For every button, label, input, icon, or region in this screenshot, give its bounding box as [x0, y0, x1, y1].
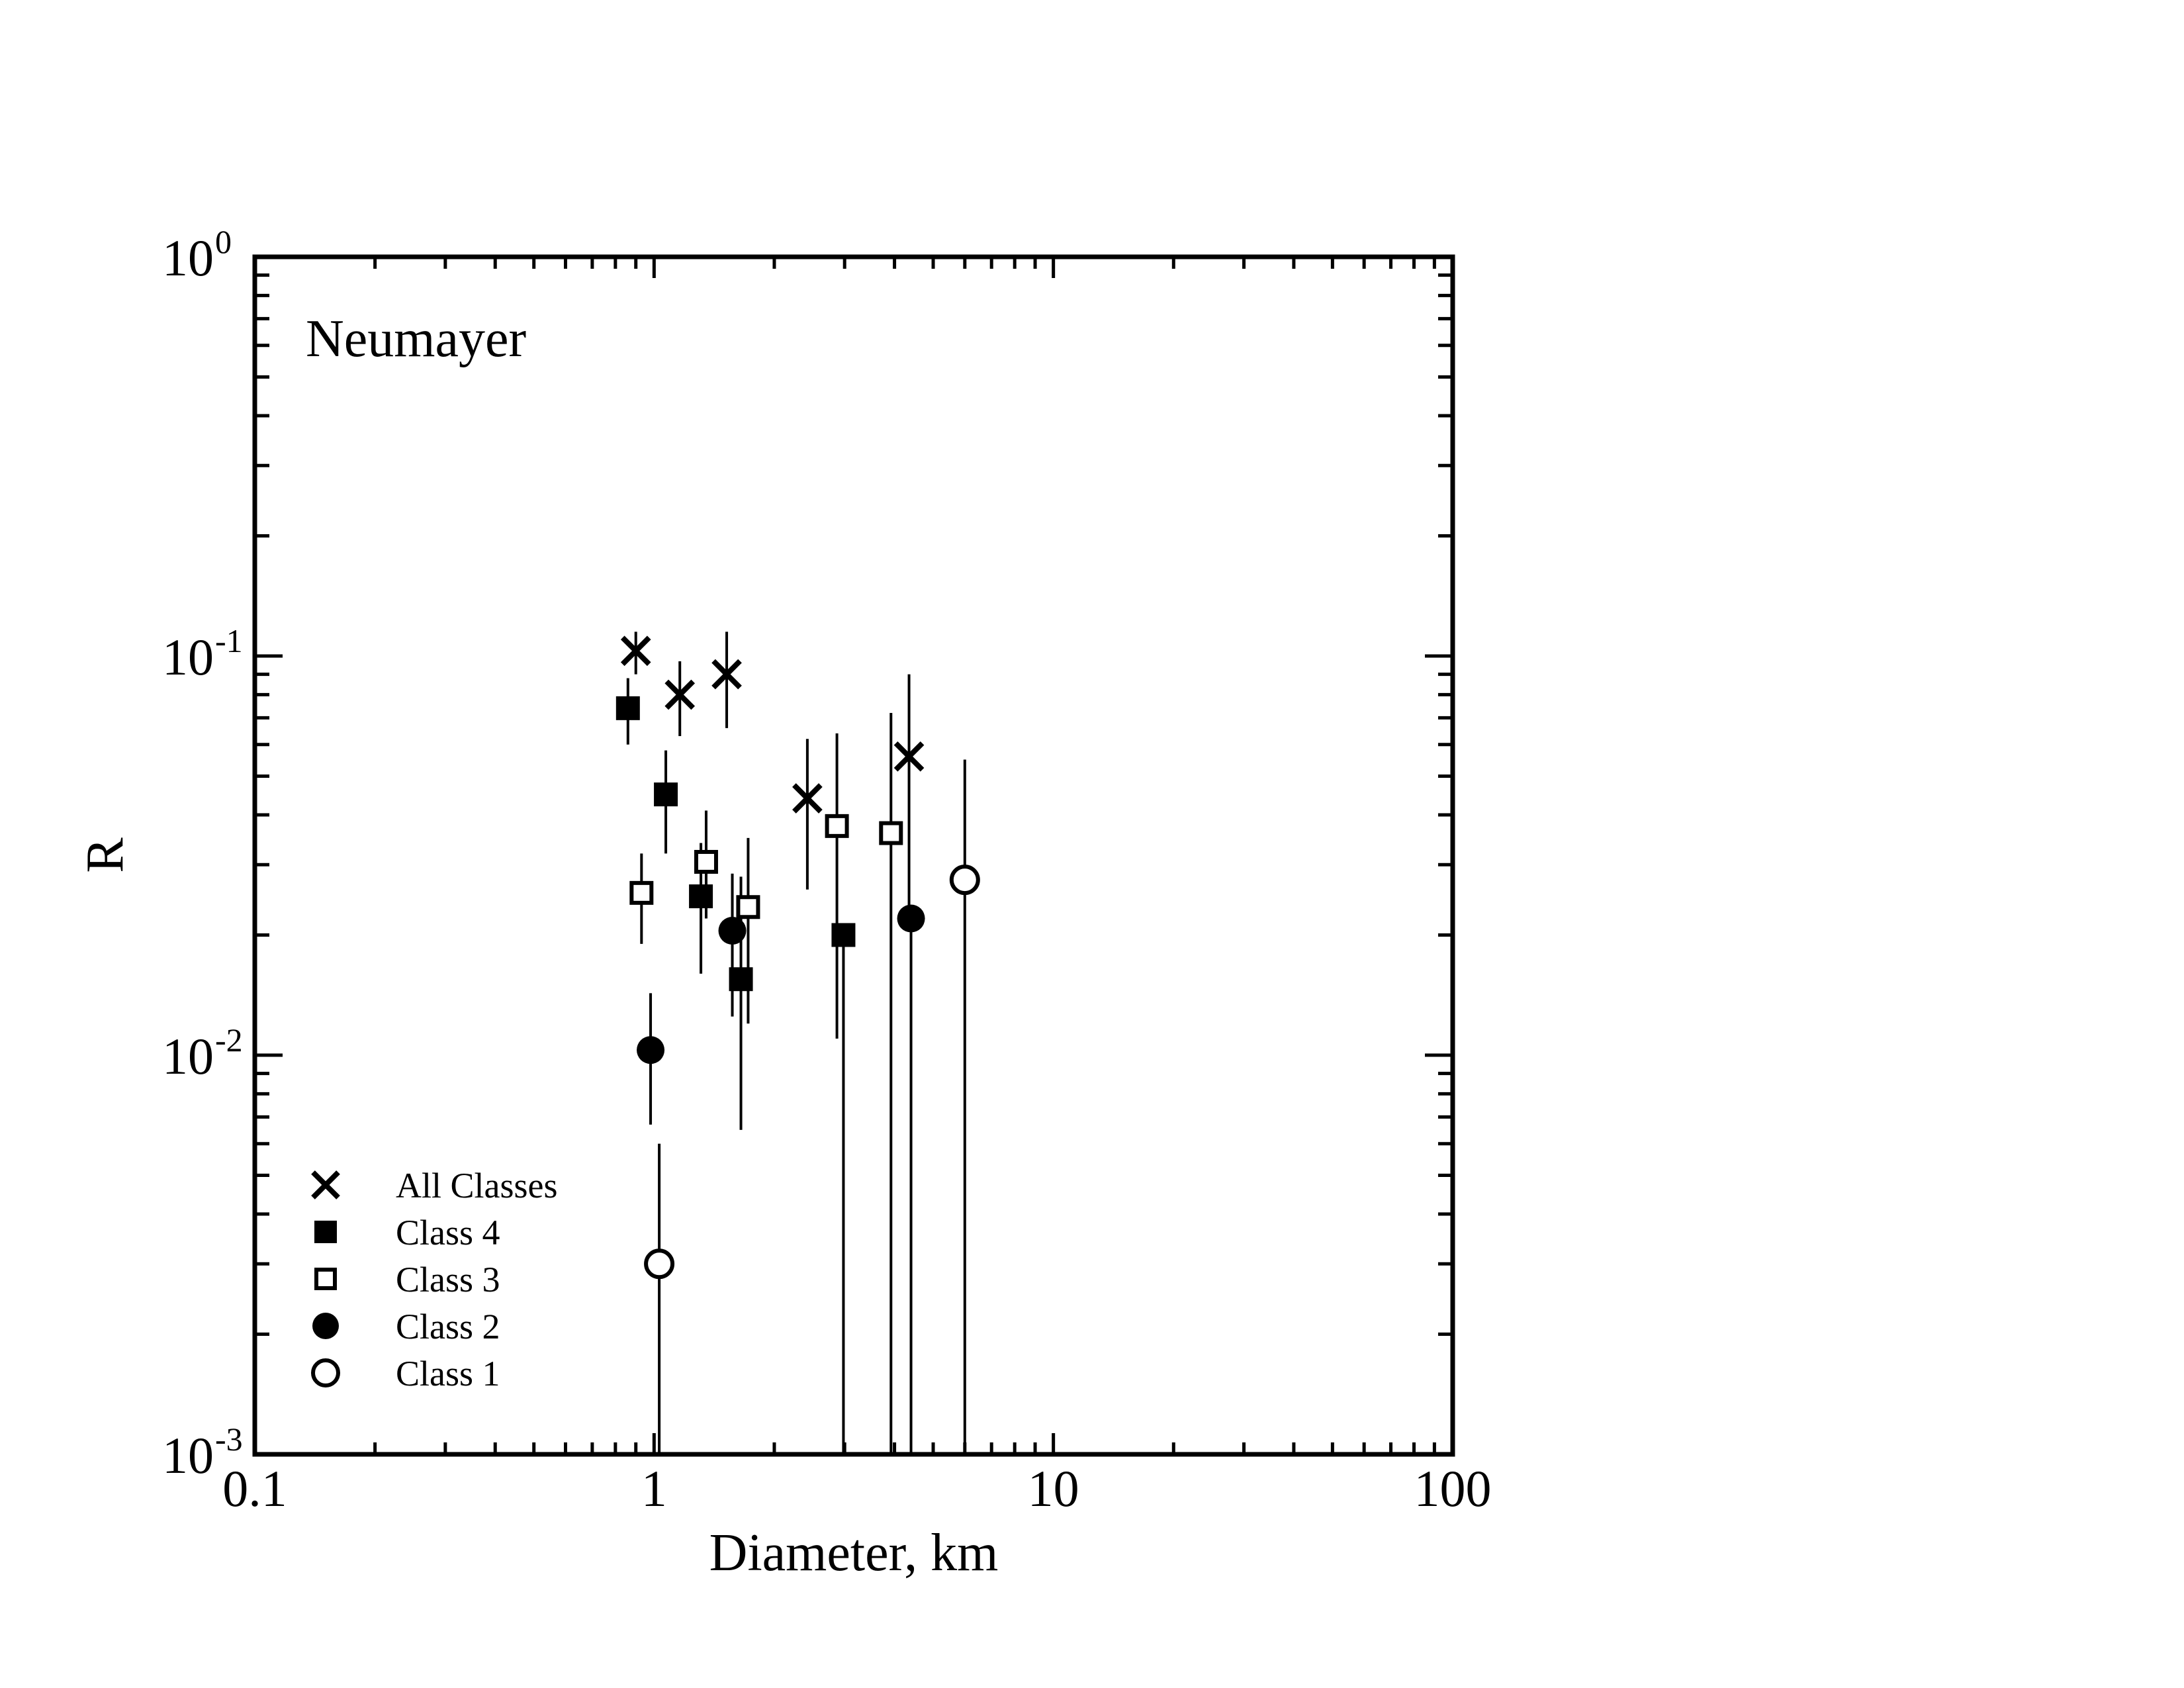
x-tick-label: 0.1 — [222, 1460, 287, 1517]
y-tick-label: 10 — [162, 628, 214, 686]
error-bars — [626, 632, 966, 1454]
filled-square-marker — [689, 884, 713, 909]
data-markers — [615, 635, 980, 1280]
legend-item: All Classes — [311, 1166, 558, 1205]
y-tick-label: 10 — [162, 229, 214, 287]
filled-square-marker — [831, 923, 856, 947]
y-tick-label-exponent: -1 — [215, 622, 243, 659]
open-square-marker — [825, 814, 849, 838]
cross-stroke — [711, 659, 742, 690]
open-square-marker — [736, 895, 760, 919]
cross-marker — [792, 783, 823, 814]
legend-label: Class 3 — [396, 1260, 500, 1299]
legend: All Classes Class 4 Class 3 Class 2 Class 1 — [311, 1166, 558, 1393]
x-tick-label: 1 — [641, 1460, 667, 1517]
cross-marker — [893, 741, 925, 772]
filled-square-marker — [654, 782, 678, 807]
cross-stroke — [893, 741, 925, 772]
y-tick-label-exponent: -3 — [215, 1421, 243, 1458]
y-axis-label: R — [76, 837, 134, 873]
open-square-marker — [314, 1268, 337, 1290]
chart-annotation: Neumayer — [306, 310, 526, 368]
open-square-marker — [879, 821, 903, 845]
legend-item: Class 1 — [311, 1354, 500, 1393]
x-axis-label: Diameter, km — [709, 1524, 999, 1582]
y-tick-label: 10 — [162, 1427, 214, 1484]
plot-frame — [252, 254, 1455, 1457]
x-tick-label: 100 — [1414, 1460, 1492, 1517]
y-tick-label-exponent: 0 — [215, 223, 232, 260]
filled-circle-marker — [637, 1036, 665, 1064]
legend-item: Class 2 — [312, 1307, 500, 1346]
y-tick-label-exponent: -2 — [215, 1021, 243, 1058]
cross-stroke — [311, 1170, 340, 1199]
legend-item: Class 3 — [314, 1260, 500, 1299]
cross-stroke — [792, 783, 823, 814]
cross-marker — [711, 659, 742, 690]
filled-circle-marker — [718, 917, 747, 945]
legend-label: All Classes — [396, 1166, 558, 1205]
filled-square-marker — [615, 696, 640, 720]
cross-stroke — [664, 679, 696, 710]
cross-marker — [311, 1170, 340, 1199]
filled-circle-marker — [897, 904, 925, 933]
legend-label: Class 4 — [396, 1213, 500, 1252]
legend-label: Class 2 — [396, 1307, 500, 1346]
filled-circle-marker — [312, 1313, 339, 1339]
open-square-marker — [629, 880, 654, 905]
open-circle-marker — [949, 865, 980, 896]
filled-square-marker — [729, 967, 753, 992]
legend-label: Class 1 — [396, 1354, 500, 1393]
cross-stroke — [620, 635, 651, 667]
open-circle-marker — [311, 1358, 340, 1387]
y-tick-label: 10 — [162, 1027, 214, 1085]
open-square-marker — [694, 849, 718, 874]
legend-item: Class 4 — [314, 1213, 500, 1252]
open-circle-marker — [644, 1248, 675, 1280]
cross-marker — [664, 679, 696, 710]
x-tick-label: 10 — [1028, 1460, 1079, 1517]
cross-marker — [620, 635, 651, 667]
filled-square-marker — [314, 1221, 337, 1243]
